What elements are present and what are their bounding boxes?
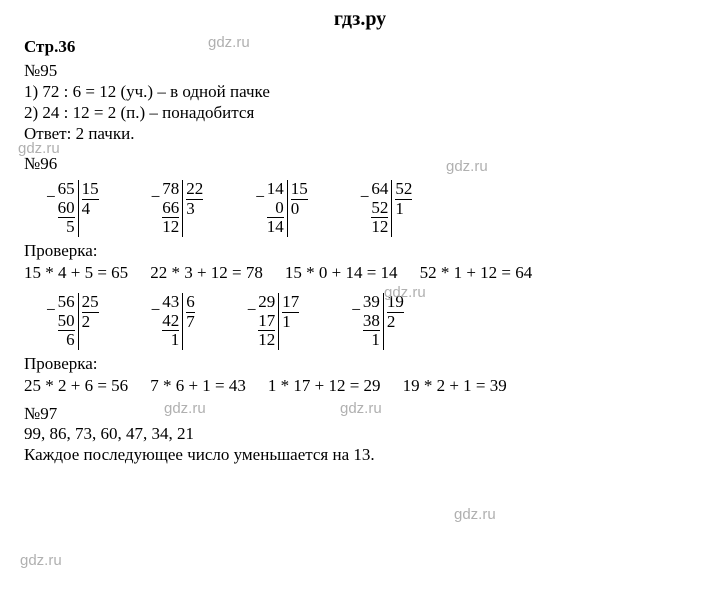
check-equation: 1 * 17 + 12 = 29 (268, 376, 381, 396)
long-division: −645212521 (360, 180, 413, 237)
remainder: 12 (371, 218, 388, 237)
long-division: −56506 252 (46, 293, 99, 350)
minus-sign: − (46, 301, 56, 320)
subtrahend: 42 (162, 312, 179, 332)
remainder: 12 (258, 331, 275, 350)
problem-answer: Ответ: 2 пачки. (24, 124, 696, 144)
long-division: −786612 223 (151, 180, 204, 237)
subtrahend: 38 (363, 312, 380, 332)
remainder: 5 (58, 218, 75, 237)
divisor: 6 (186, 293, 195, 313)
quotient: 3 (186, 200, 203, 219)
problem-line: 1) 72 : 6 = 12 (уч.) – в одной пачке (24, 82, 696, 102)
divisor: 52 (395, 180, 412, 200)
number-sequence: 99, 86, 73, 60, 47, 34, 21 (24, 424, 696, 444)
check-equation: 15 * 0 + 14 = 14 (285, 263, 398, 283)
problem-97: №97 99, 86, 73, 60, 47, 34, 21 Каждое по… (24, 404, 696, 465)
minus-sign: − (255, 188, 265, 207)
divisor: 19 (387, 293, 404, 313)
minus-sign: − (151, 188, 161, 207)
divisor: 25 (82, 293, 99, 313)
minus-sign: − (247, 301, 257, 320)
subtrahend: 0 (267, 199, 284, 219)
quotient: 2 (387, 313, 404, 332)
problem-number: №97 (24, 404, 57, 423)
quotient: 7 (186, 313, 195, 332)
dividend: 78 (162, 180, 179, 199)
minus-sign: − (46, 188, 56, 207)
subtrahend: 17 (258, 312, 275, 332)
remainder: 1 (363, 331, 380, 350)
long-division: −65605 154 (46, 180, 99, 237)
long-division: −291712171 (247, 293, 300, 350)
dividend: 65 (58, 180, 75, 199)
subtrahend: 52 (371, 199, 388, 219)
divisor: 15 (82, 180, 99, 200)
divisor: 17 (282, 293, 299, 313)
dividend: 14 (267, 180, 284, 199)
problem-number: №96 (24, 154, 57, 173)
remainder: 1 (162, 331, 179, 350)
watermark: gdz.ru (20, 552, 62, 569)
minus-sign: − (151, 301, 161, 320)
sequence-note: Каждое последующее число уменьшается на … (24, 445, 696, 465)
dividend: 56 (58, 293, 75, 312)
quotient: 1 (395, 200, 412, 219)
quotient: 4 (82, 200, 99, 219)
problem-number: №95 (24, 61, 57, 80)
check-equation: 19 * 2 + 1 = 39 (403, 376, 507, 396)
check-equation: 52 * 1 + 12 = 64 (420, 263, 533, 283)
long-division: −14014150 (255, 180, 308, 237)
check-equation: 15 * 4 + 5 = 65 (24, 263, 128, 283)
problem-95: №95 1) 72 : 6 = 12 (уч.) – в одной пачке… (24, 61, 696, 144)
watermark: gdz.ru (454, 506, 496, 523)
minus-sign: − (360, 188, 370, 207)
check-equation: 25 * 2 + 6 = 56 (24, 376, 128, 396)
dividend: 64 (371, 180, 388, 199)
check-equation: 22 * 3 + 12 = 78 (150, 263, 263, 283)
quotient: 1 (282, 313, 299, 332)
divisor: 15 (291, 180, 308, 200)
divisor: 22 (186, 180, 203, 200)
check-label: Проверка: (24, 241, 696, 261)
quotient: 2 (82, 313, 99, 332)
quotient: 0 (291, 200, 308, 219)
subtrahend: 50 (58, 312, 75, 332)
problem-line: 2) 24 : 12 = 2 (п.) – понадобится (24, 103, 696, 123)
check-equation: 7 * 6 + 1 = 43 (150, 376, 246, 396)
subtrahend: 60 (58, 199, 75, 219)
minus-sign: − (351, 301, 361, 320)
remainder: 12 (162, 218, 179, 237)
long-division: −39381 192 (351, 293, 404, 350)
long-division: −4342167 (151, 293, 195, 350)
page-reference: Стр.36 (24, 37, 696, 57)
remainder: 6 (58, 331, 75, 350)
dividend: 29 (258, 293, 275, 312)
dividend: 43 (162, 293, 179, 312)
remainder: 14 (267, 218, 284, 237)
check-label: Проверка: (24, 354, 696, 374)
site-header: гдз.ру (24, 8, 696, 31)
problem-96: №96 −65605154−786612223−14014150−6452125… (24, 154, 696, 396)
dividend: 39 (363, 293, 380, 312)
subtrahend: 66 (162, 199, 179, 219)
